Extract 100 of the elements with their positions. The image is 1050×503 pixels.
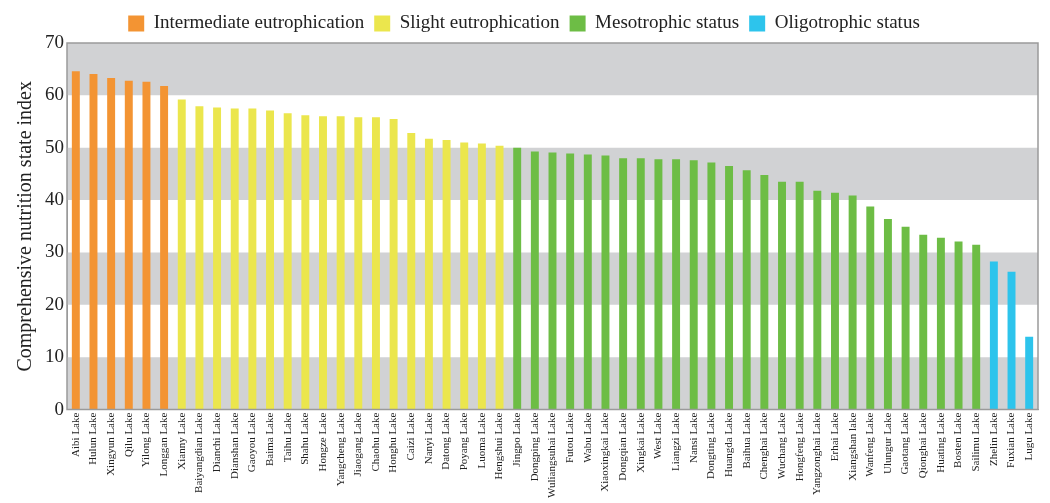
y-tick-label: 20 xyxy=(45,292,64,314)
bar xyxy=(371,117,380,410)
bar xyxy=(124,80,133,410)
bar xyxy=(601,155,610,410)
x-tick-label: Luoma Lake xyxy=(474,412,487,469)
legend-label: Mesotrophic status xyxy=(595,11,740,33)
x-tick-label: Bosten Lake xyxy=(951,412,964,468)
x-tick-label: Zhelin Lake xyxy=(986,412,999,467)
x-tick-label: Erhai Lake xyxy=(827,412,840,462)
bar xyxy=(760,174,769,410)
bar xyxy=(1025,336,1034,410)
bar xyxy=(336,116,345,410)
bar xyxy=(71,71,80,410)
bar xyxy=(160,85,169,410)
x-tick-label: Xingyun Lake xyxy=(104,412,117,476)
bar xyxy=(319,116,327,410)
x-tick-label: West Lake xyxy=(651,412,664,460)
x-tick-label: Hulun Lake xyxy=(86,412,99,465)
y-axis-title: Comprehensive nutrition state index xyxy=(13,81,37,372)
x-tick-label: Fuxian Lake xyxy=(1004,412,1017,468)
bar xyxy=(213,107,222,410)
bar xyxy=(901,226,910,410)
x-tick-label: Chenghai Lake xyxy=(757,412,770,480)
x-tick-label: Honghu Lake xyxy=(386,412,399,473)
x-tick-label: Baihua Lake xyxy=(739,412,752,469)
bar xyxy=(530,151,539,410)
bar xyxy=(460,142,469,410)
x-tick-label: Gaotang Lake xyxy=(898,412,911,475)
bar xyxy=(248,108,257,410)
bar xyxy=(195,106,204,410)
legend-label: Slight eutrophication xyxy=(399,11,561,33)
x-tick-label: Dongqian Lake xyxy=(616,412,629,481)
bar xyxy=(107,78,116,410)
x-tick-label: Xianny Lake xyxy=(174,412,187,470)
bar xyxy=(866,206,875,410)
y-tick-label: 0 xyxy=(54,397,64,419)
x-tick-label: Hengshui Lake xyxy=(492,412,505,480)
x-tick-label: Baima Lake xyxy=(262,412,275,467)
bar xyxy=(513,147,522,410)
bar xyxy=(672,159,681,410)
bar xyxy=(230,108,239,410)
bar xyxy=(389,118,398,410)
bar xyxy=(636,158,645,410)
x-tick-label: Taihu Lake xyxy=(280,412,293,463)
x-tick-label: Poyang Lake xyxy=(457,412,470,471)
x-tick-label: Aibi Lake xyxy=(68,412,81,457)
x-tick-label: Wuliangsuhai Lake xyxy=(545,412,558,498)
bar xyxy=(266,110,274,410)
x-tick-label: Sailimu Lake xyxy=(969,412,982,472)
x-tick-label: Futou Lake xyxy=(563,412,576,464)
x-tick-label: Jiaogang Lake xyxy=(351,412,364,477)
bar xyxy=(795,181,804,410)
x-tick-label: Wanfeng Lake xyxy=(863,412,876,477)
x-tick-label: Ulungur Lake xyxy=(880,412,893,475)
x-tick-label: Hongfeng Lake xyxy=(792,412,805,482)
x-tick-label: Liangzi Lake xyxy=(668,412,681,471)
bar xyxy=(424,138,433,410)
bar xyxy=(778,181,786,410)
x-tick-label: Dongting Lake xyxy=(704,412,717,479)
x-tick-label: Datong Lake xyxy=(439,412,452,470)
x-tick-label: Xiangshan lake xyxy=(845,412,858,481)
x-tick-label: Baiyangdian Lake xyxy=(192,412,205,493)
bar xyxy=(954,241,963,410)
bar xyxy=(989,261,998,410)
legend-label: Intermediate eutrophication xyxy=(153,11,365,33)
y-tick-label: 40 xyxy=(45,188,64,210)
y-tick-label: 60 xyxy=(45,83,64,105)
y-tick-label: 30 xyxy=(45,240,64,262)
x-tick-label: Dianchi Lake xyxy=(209,412,222,473)
y-tick-label: 70 xyxy=(45,30,64,52)
x-tick-label: Yangcheng Lake xyxy=(333,412,346,487)
bar xyxy=(919,234,928,410)
x-tick-label: Qionghai Lake xyxy=(916,412,929,479)
x-tick-label: Nansi Lake xyxy=(686,412,699,464)
bar xyxy=(177,99,186,410)
x-tick-label: Gaoyou Lake xyxy=(245,412,258,473)
bar xyxy=(848,195,857,410)
y-tick-label: 10 xyxy=(45,345,64,367)
x-tick-label: Xingkai Lake xyxy=(633,412,646,473)
bar xyxy=(742,170,751,410)
legend-label: Oligotrophic status xyxy=(774,11,920,33)
x-tick-label: Wabu Lake xyxy=(580,412,593,463)
x-tick-label: Hongze Lake xyxy=(315,412,328,472)
bar xyxy=(301,115,310,410)
x-tick-label: Longgan Lake xyxy=(156,412,169,477)
bar xyxy=(495,145,504,410)
x-tick-label: Yilong Lake xyxy=(139,412,152,468)
bar xyxy=(407,133,416,410)
x-tick-label: Xiaoxingkai Lake xyxy=(598,412,611,492)
x-tick-label: Dongping Lake xyxy=(527,412,540,482)
bar xyxy=(725,166,734,410)
x-tick-label: Qilu Lake xyxy=(121,412,134,457)
bar xyxy=(583,154,592,410)
bar xyxy=(142,81,151,410)
bar xyxy=(283,113,292,410)
x-tick-label: Yangzonghai Lake xyxy=(810,412,823,495)
bar xyxy=(654,159,663,410)
bar xyxy=(707,162,716,410)
bar xyxy=(477,143,486,410)
bar xyxy=(354,117,363,410)
